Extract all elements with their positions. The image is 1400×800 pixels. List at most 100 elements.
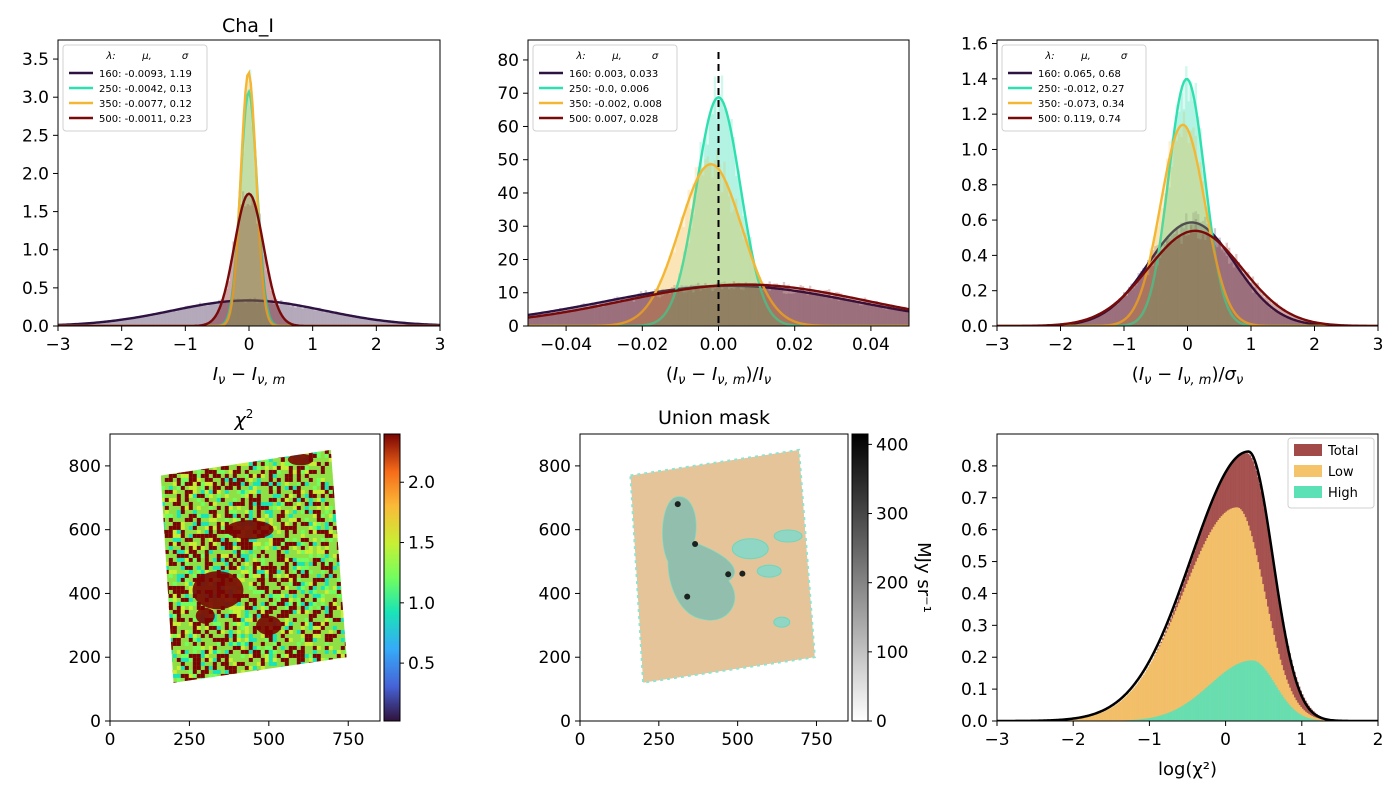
histogram-bar [875,301,879,326]
histogram-bar [854,303,857,326]
histogram-bar [754,265,757,326]
histogram-bar [1094,316,1098,326]
chi2-pixel [248,641,253,646]
chi2-pixel [184,569,189,574]
histogram-bar [737,217,740,326]
chi2-pixel [232,633,237,638]
chi2-pixel [324,617,329,622]
chi2-pixel [208,673,213,678]
chi2-pixel [328,589,333,594]
histogram-bar [1101,712,1104,721]
chi2-pixel [160,653,165,658]
chi2-pixel [340,585,345,590]
chi2-pixel [320,577,325,582]
histogram-bar [1136,719,1139,721]
histogram-bar [1076,718,1079,721]
histogram-bar [732,281,736,326]
chi2-pixel [300,521,305,526]
chi2-pixel [328,605,333,610]
chi2-pixel [316,461,321,466]
histogram-bar [1317,718,1320,721]
histogram-bar [1236,664,1239,721]
histogram-bar [1123,697,1126,721]
chi2-pixel [344,573,347,578]
chi2-pixel [276,513,281,518]
histogram-bar [894,308,898,326]
chi2-pixel [248,633,253,638]
chi2-pixel [228,553,233,558]
histogram-bar [1256,295,1259,326]
series-line [528,95,909,326]
histogram-bar [1293,671,1296,721]
chi2-pixel [244,541,249,546]
chi2-pixel [344,605,347,610]
chi2-pixel [328,665,333,670]
chi2-pixel [164,489,169,494]
chi2-pixel [192,477,197,482]
chi2-pixel [332,485,337,490]
histogram-bar [699,159,702,326]
histogram-bar [1173,614,1175,721]
chi2-pixel [276,589,281,594]
chi2-pixel [168,561,173,566]
histogram-bar [1163,636,1166,721]
histogram-bar [687,243,690,326]
histogram-bar [663,291,667,326]
histogram-bar [1285,312,1288,326]
chi2-pixel [220,629,225,634]
chi2-pixel [332,449,337,454]
chi2-pixel [196,573,201,578]
chi2-pixel [312,541,317,546]
histogram-bar [1239,662,1242,721]
chi2-pixel [308,449,313,454]
chi2-pixel [312,673,317,678]
histogram-bar [1275,310,1278,326]
histogram-bar [1166,713,1169,721]
chi2-pixel [248,653,253,658]
chi2-pixel [340,601,345,606]
chi2-pixel [280,509,285,514]
chi2-pixel [252,617,257,622]
histogram-bar [1218,268,1221,326]
chi2-pixel [228,565,233,570]
chi2-pixel [200,493,205,498]
histogram-bar [1104,310,1107,326]
chi2-pixel [320,517,325,522]
histogram-bar [666,310,669,326]
chi2-pixel [264,573,269,578]
x-tick-label: 2 [1309,335,1320,355]
histogram-bar [120,319,123,326]
histogram-bar [1088,716,1091,721]
chi2-pixel [272,681,277,683]
chi2-pixel [332,457,337,462]
histogram-bar [689,228,693,326]
x-tick-label: 0 [1220,730,1231,750]
histogram-bar [587,307,590,326]
histogram-bar [675,289,679,326]
histogram-bar [578,308,581,326]
histogram-bar [239,168,242,326]
chi2-pixel [320,625,325,630]
histogram-bar [1246,660,1248,721]
histogram-bar [799,284,802,326]
histogram-bar [697,172,700,326]
histogram-bar [1312,719,1315,721]
chi2-pixel [320,669,325,674]
histogram-bar [699,284,702,326]
chi2-pixel [256,489,261,494]
chi2-pixel [172,641,177,646]
histogram-bar [249,106,252,326]
chi2-pixel [304,481,309,486]
histogram-bar [656,320,659,326]
histogram-bar [1192,212,1195,326]
chi2-pixel [252,645,257,650]
histogram-bar [885,306,888,326]
chi2-pixel [184,457,189,462]
chi2-pixel [276,613,281,618]
chi2-pixel [204,529,209,534]
histogram-bar [1095,714,1098,721]
chi2-pixel [304,617,309,622]
chi2-pixel [324,681,329,683]
chi2-pixel [276,501,281,506]
chi2-pixel [236,537,241,542]
